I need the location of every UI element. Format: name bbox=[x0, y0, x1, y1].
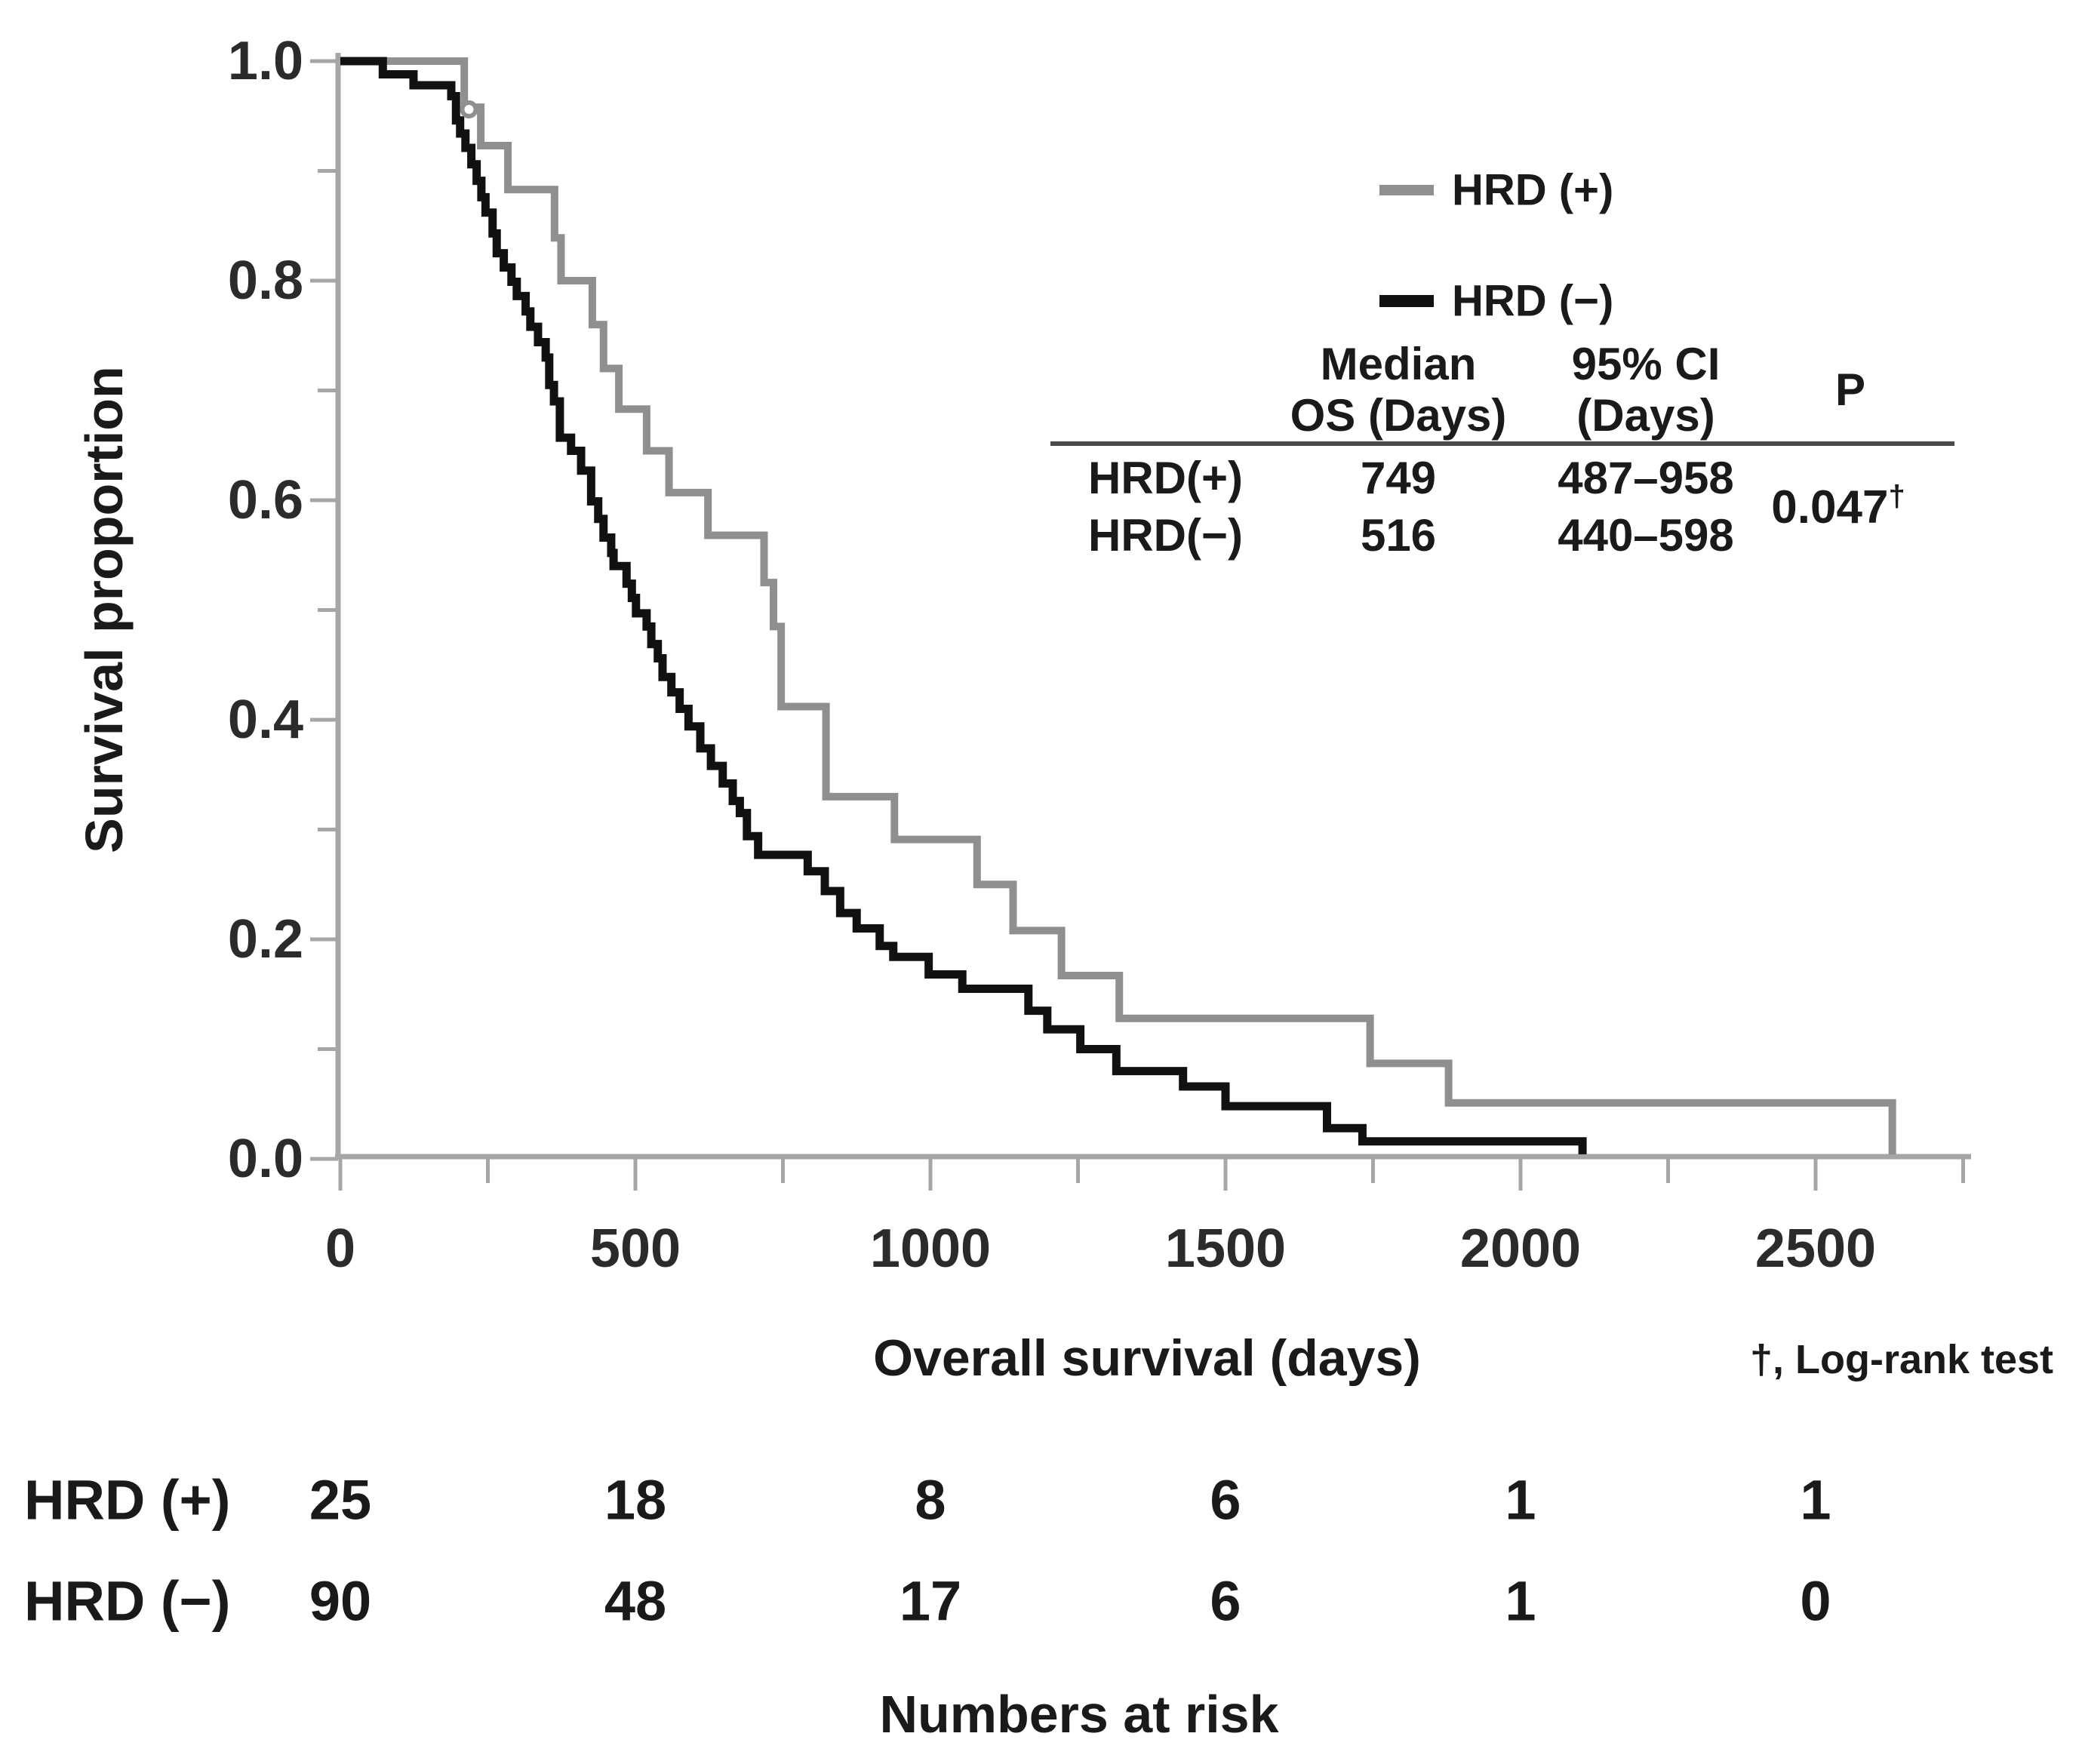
stats-header-p: P bbox=[1834, 364, 1866, 415]
x-tick-label: 0 bbox=[324, 1219, 356, 1279]
stats-row1-median: 749 bbox=[1360, 453, 1437, 503]
stats-p-value: 0.047† bbox=[1771, 480, 1905, 534]
risk-count: 90 bbox=[309, 1569, 372, 1633]
stats-row2-median: 516 bbox=[1360, 510, 1437, 561]
legend-label-hrd-negative: HRD (−) bbox=[1452, 276, 1614, 326]
risk-count: 17 bbox=[899, 1569, 962, 1633]
stats-row2-label: HRD(−) bbox=[1088, 510, 1243, 561]
stats-header-ci-line1: 95% CI bbox=[1571, 339, 1721, 389]
y-tick-label: 0.6 bbox=[227, 470, 303, 530]
stats-row2-ci: 440–598 bbox=[1558, 510, 1734, 561]
risk-count: 1 bbox=[1505, 1468, 1536, 1532]
risk-table-title: Numbers at risk bbox=[879, 1685, 1279, 1744]
stats-header-median-line2: OS (Days) bbox=[1290, 390, 1507, 441]
km-curve-hrd-positive bbox=[340, 57, 1896, 1155]
p-value-dagger: † bbox=[1888, 480, 1905, 514]
y-axis-title: Survival proportion bbox=[75, 366, 134, 853]
legend-label-hrd-positive: HRD (+) bbox=[1452, 165, 1614, 215]
risk-count: 6 bbox=[1210, 1569, 1241, 1633]
x-tick-label: 2500 bbox=[1754, 1219, 1877, 1279]
y-tick-label: 0.4 bbox=[227, 690, 303, 750]
x-tick-label: 1500 bbox=[1164, 1219, 1287, 1279]
log-rank-footnote: †, Log-rank test bbox=[1749, 1337, 2054, 1382]
p-value-number: 0.047 bbox=[1771, 481, 1889, 533]
stats-row1-ci: 487–958 bbox=[1558, 453, 1734, 503]
y-tick-label: 0.8 bbox=[227, 250, 303, 311]
risk-count: 6 bbox=[1210, 1468, 1241, 1532]
risk-count: 48 bbox=[604, 1569, 667, 1633]
x-tick-label: 2000 bbox=[1459, 1219, 1582, 1279]
risk-count: 1 bbox=[1505, 1569, 1536, 1633]
risk-row1-label: HRD (+) bbox=[24, 1468, 231, 1532]
risk-count: 1 bbox=[1800, 1468, 1831, 1532]
risk-count: 0 bbox=[1800, 1569, 1831, 1633]
y-tick-label: 0.0 bbox=[227, 1129, 303, 1189]
stats-header-ci-line2: (Days) bbox=[1576, 390, 1715, 441]
y-tick-label: 1.0 bbox=[227, 31, 303, 91]
stats-header-median-line1: Median bbox=[1320, 339, 1477, 389]
x-axis-title: Overall survival (days) bbox=[873, 1329, 1421, 1387]
stats-row1-label: HRD(+) bbox=[1088, 453, 1243, 503]
x-tick-label: 1000 bbox=[869, 1219, 992, 1279]
censor-mark bbox=[460, 100, 478, 119]
risk-count: 8 bbox=[915, 1468, 946, 1532]
risk-row2-label: HRD (−) bbox=[24, 1569, 231, 1633]
risk-count: 25 bbox=[309, 1468, 372, 1532]
y-tick-label: 0.2 bbox=[227, 909, 303, 970]
x-tick-label: 500 bbox=[589, 1219, 681, 1279]
km-curve-hrd-negative bbox=[340, 57, 1587, 1154]
risk-count: 18 bbox=[604, 1468, 667, 1532]
